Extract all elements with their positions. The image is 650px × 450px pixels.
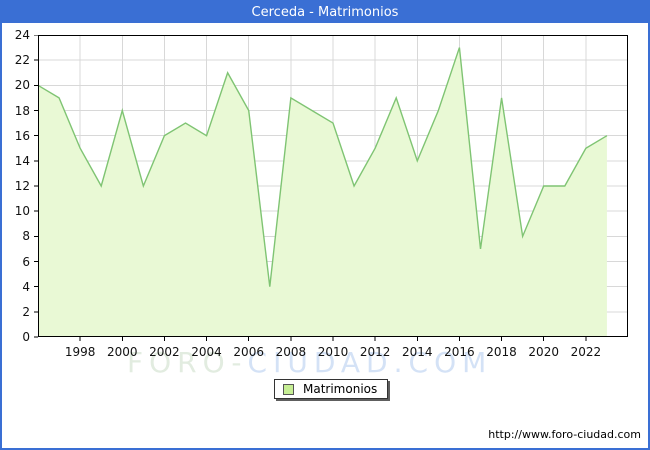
series-area-matrimonios <box>38 47 607 337</box>
x-axis-label: 2008 <box>275 345 307 359</box>
x-axis-label: 1998 <box>64 345 96 359</box>
y-axis-label: 16 <box>14 128 30 143</box>
chart-canvas <box>34 35 628 341</box>
x-axis-label: 2006 <box>233 345 264 359</box>
x-axis-label: 2004 <box>191 345 222 359</box>
x-axis-label: 2016 <box>444 345 475 359</box>
chart-title: Cerceda - Matrimonios <box>2 2 648 23</box>
y-axis-label: 4 <box>22 279 30 294</box>
y-axis-label: 22 <box>14 53 30 68</box>
y-axis-label: 6 <box>22 254 30 269</box>
plot-border <box>38 35 628 337</box>
y-axis-label: 0 <box>22 330 30 344</box>
y-axis-label: 24 <box>14 28 30 42</box>
x-axis-label: 2020 <box>528 345 559 359</box>
x-axis-label: 2014 <box>402 345 433 359</box>
footer-url: http://www.foro-ciudad.com <box>488 428 641 441</box>
x-axis-label: 2018 <box>486 345 517 359</box>
x-axis-label: 2012 <box>359 345 391 359</box>
x-axis-label: 2022 <box>570 345 602 359</box>
series-line-matrimonios <box>37 47 608 287</box>
x-axis-label: 2002 <box>149 345 180 359</box>
y-axis-label: 8 <box>22 229 30 244</box>
y-axis-label: 10 <box>14 204 30 219</box>
legend-swatch-icon <box>283 383 294 395</box>
watermark-part-blue: CIUDAD.COM <box>247 346 493 379</box>
y-axis-label: 14 <box>14 153 30 168</box>
y-axis-label: 2 <box>22 304 30 319</box>
y-axis-label: 12 <box>14 179 30 193</box>
watermark: FORO-CIUDAD.COM <box>127 349 492 377</box>
x-axis-label: 2000 <box>107 345 138 359</box>
y-axis-label: 18 <box>14 103 30 118</box>
legend-label: Matrimonios <box>303 382 378 396</box>
x-axis-label: 2010 <box>317 345 349 359</box>
watermark-part-green: FORO- <box>127 346 248 379</box>
y-axis-label: 20 <box>14 78 30 93</box>
legend: Matrimonios <box>274 379 389 399</box>
